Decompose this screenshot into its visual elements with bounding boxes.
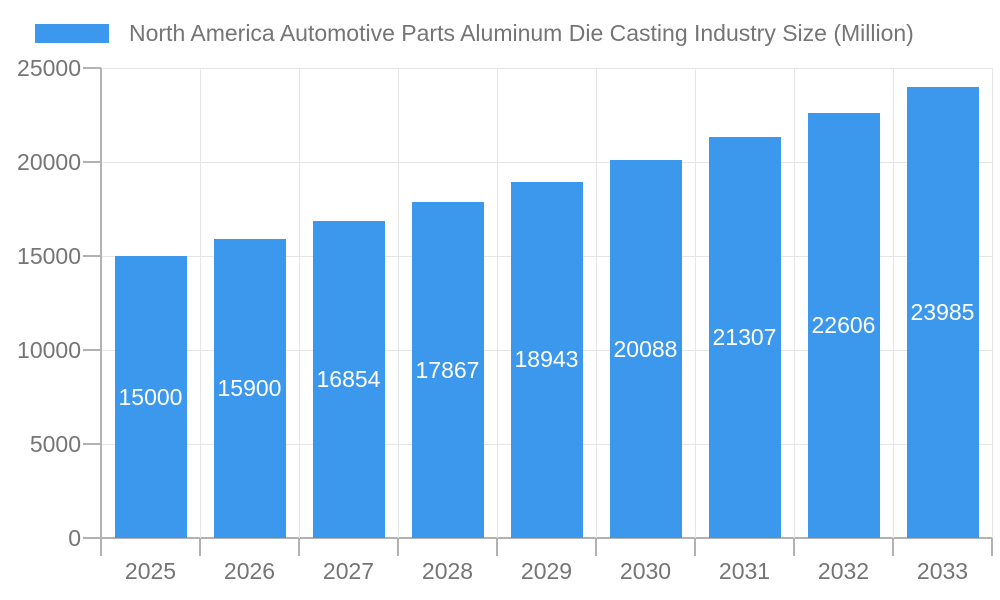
bar-value-label: 20088 [613,335,678,362]
bar[interactable]: 22606 [807,113,880,538]
y-tick-label: 25000 [17,54,81,81]
x-tick-label: 2030 [619,558,672,584]
x-tick-label: 2031 [718,558,771,584]
y-tick [83,349,101,351]
y-tick-label: 10000 [17,336,81,363]
y-tick [83,537,101,539]
gridline-vertical [199,68,201,538]
x-tick [397,538,399,556]
x-tick-label: 2029 [520,558,573,584]
gridline-horizontal [101,161,992,163]
x-tick [793,538,795,556]
legend-swatch [35,24,109,43]
bar[interactable]: 23985 [906,87,979,538]
x-tick-label: 2025 [124,558,177,584]
y-tick-label: 20000 [17,148,81,175]
x-tick [991,538,993,556]
x-tick-label: 2032 [817,558,870,584]
bar-value-label: 23985 [910,299,975,326]
y-tick-label: 5000 [29,430,81,457]
x-tick-label: 2033 [916,558,969,584]
x-tick [298,538,300,556]
gridline-vertical [298,68,300,538]
y-tick-label: 0 [68,524,81,551]
bar[interactable]: 18943 [510,181,583,538]
bar-value-label: 18943 [514,346,579,373]
bar-value-label: 16854 [316,366,381,393]
gridline-vertical [496,68,498,538]
y-tick-label: 15000 [17,242,81,269]
x-axis-line [101,537,992,539]
x-tick [199,538,201,556]
y-tick [83,161,101,163]
bar-value-label: 22606 [811,311,876,338]
gridline-vertical [694,68,696,538]
gridline-vertical [595,68,597,538]
bar-value-label: 15000 [118,383,183,410]
bar[interactable]: 20088 [609,160,682,538]
x-tick-label: 2027 [322,558,375,584]
y-axis-line [100,68,102,538]
bar[interactable]: 17867 [411,202,484,538]
x-tick [100,538,102,556]
gridline-vertical [793,68,795,538]
y-tick [83,67,101,69]
x-tick [694,538,696,556]
x-tick [595,538,597,556]
x-tick [892,538,894,556]
bar-value-label: 15900 [217,375,282,402]
gridline-horizontal [101,67,992,69]
y-tick [83,443,101,445]
legend: North America Automotive Parts Aluminum … [35,20,914,46]
bar[interactable]: 15000 [114,256,187,538]
gridline-vertical [892,68,894,538]
x-tick-label: 2028 [421,558,474,584]
y-tick [83,255,101,257]
gridline-vertical [991,68,993,538]
bar-value-label: 17867 [415,356,480,383]
bar[interactable]: 21307 [708,137,781,538]
x-tick-label: 2026 [223,558,276,584]
chart-title: North America Automotive Parts Aluminum … [129,20,914,46]
bar[interactable]: 16854 [312,221,385,538]
bar[interactable]: 15900 [213,239,286,538]
bar-value-label: 21307 [712,324,777,351]
x-tick [496,538,498,556]
gridline-vertical [397,68,399,538]
